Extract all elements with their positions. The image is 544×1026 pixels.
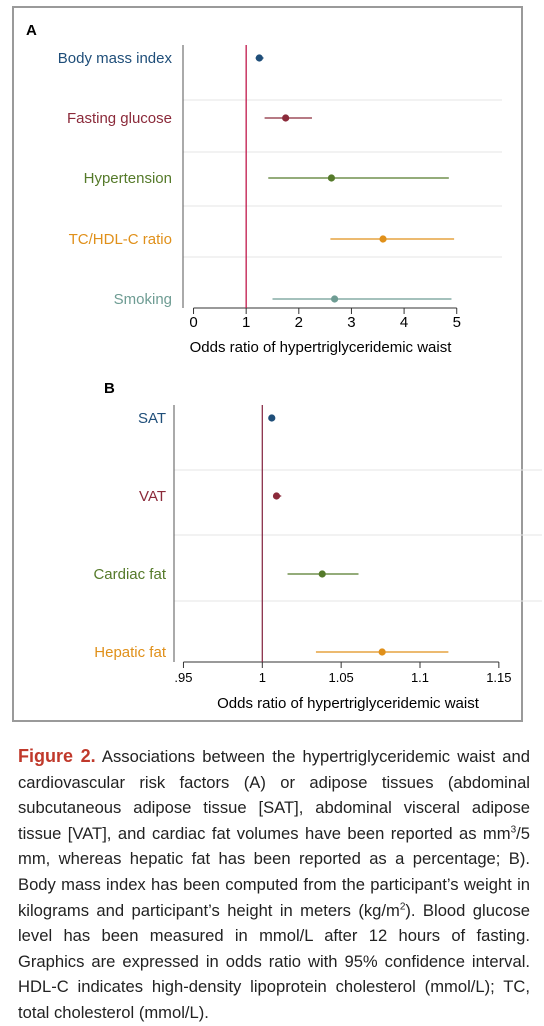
x-tick-label: 1: [259, 670, 266, 685]
panel-letter-b: B: [104, 380, 115, 397]
x-axis-title: Odds ratio of hypertriglyceridemic waist: [190, 339, 453, 356]
category-label: Hepatic fat: [94, 644, 167, 661]
panel-letter-a: A: [26, 22, 37, 39]
category-label: Cardiac fat: [93, 566, 166, 583]
caption-text-2: /5 mm, whereas hepatic fat has been repo…: [18, 823, 530, 920]
caption-figure-label: Figure 2.: [18, 746, 96, 766]
point-estimate: [331, 295, 339, 303]
x-tick-label: 1.1: [411, 670, 429, 685]
caption-sup-1: 3: [510, 824, 517, 836]
x-axis-title: Odds ratio of hypertriglyceridemic waist: [217, 695, 480, 712]
x-tick-label: 1.15: [486, 670, 511, 685]
point-estimate: [268, 414, 276, 422]
x-tick-label: 2: [295, 314, 303, 331]
x-tick-label: 4: [400, 314, 408, 331]
category-label: Smoking: [114, 291, 172, 308]
point-estimate: [379, 235, 387, 243]
caption-text-1: Associations between the hypertriglyceri…: [18, 747, 530, 843]
caption-sup-2: 2: [399, 901, 406, 913]
category-label: SAT: [138, 410, 166, 427]
point-estimate: [327, 174, 336, 182]
point-estimate: [255, 54, 263, 62]
category-label: Fasting glucose: [67, 110, 172, 127]
x-tick-label: 1.05: [328, 670, 353, 685]
category-label: TC/HDL-C ratio: [69, 231, 172, 248]
point-estimate: [378, 648, 386, 656]
category-label: Body mass index: [58, 50, 173, 67]
point-estimate: [318, 570, 326, 578]
x-tick-label: 5: [453, 314, 461, 331]
category-label: Hypertension: [84, 170, 172, 187]
panel-b: B .95 1 1.05 1.1 1.15 Odds ratio of hypertrigl…: [93, 380, 542, 712]
x-tick-label: 0: [189, 314, 197, 331]
point-estimate: [282, 114, 290, 122]
x-tick-label: 3: [347, 314, 355, 331]
x-tick-label: .95: [174, 670, 192, 685]
category-label: VAT: [139, 488, 166, 505]
x-tick-label: 1: [242, 314, 250, 331]
point-estimate: [272, 492, 281, 500]
figure-frame: [12, 6, 523, 722]
figure-caption: Figure 2. Associations between the hyper…: [18, 744, 530, 1026]
caption-text-3: ). Blood glucose level has been measured…: [18, 900, 530, 1022]
